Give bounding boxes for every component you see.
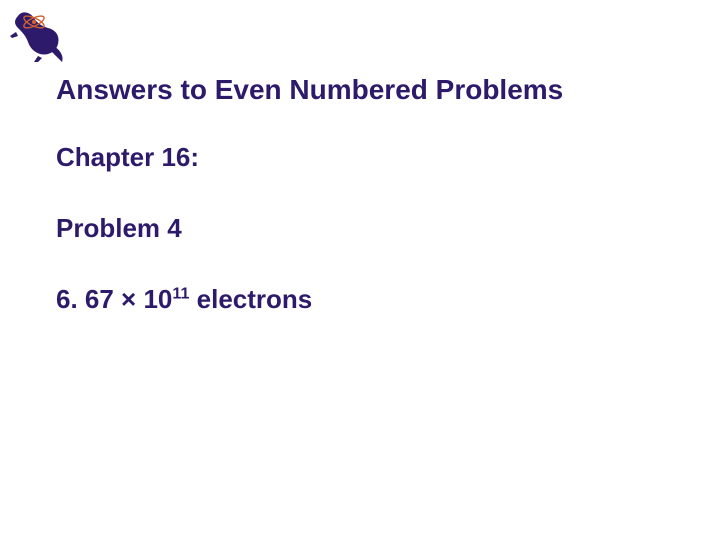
problem-heading: Problem 4 (56, 213, 680, 244)
answer-exponent: 11 (172, 284, 189, 302)
chapter-heading: Chapter 16: (56, 142, 680, 173)
answer-coefficient: 6. 67 × 10 (56, 284, 172, 314)
content-area: Answers to Even Numbered Problems Chapte… (56, 74, 680, 315)
slide-page: Answers to Even Numbered Problems Chapte… (0, 0, 720, 540)
answer-unit: electrons (189, 284, 312, 314)
answer-text: 6. 67 × 1011 electrons (56, 284, 680, 315)
page-title: Answers to Even Numbered Problems (56, 74, 680, 106)
logo-icon (8, 6, 72, 64)
